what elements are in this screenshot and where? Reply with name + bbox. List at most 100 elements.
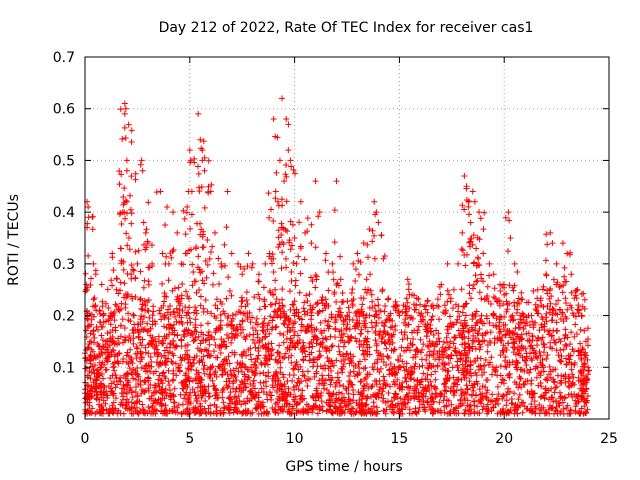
data-point <box>291 343 298 350</box>
data-point <box>255 410 262 417</box>
data-point <box>312 178 319 185</box>
data-point <box>150 389 157 396</box>
data-point <box>186 392 193 399</box>
data-point <box>187 225 194 232</box>
data-point <box>495 391 502 398</box>
data-point <box>520 380 527 387</box>
data-point <box>107 375 114 382</box>
data-point <box>192 392 199 399</box>
data-point <box>169 360 176 367</box>
data-point <box>146 408 153 415</box>
data-point <box>114 341 121 348</box>
data-point <box>122 215 129 222</box>
data-point <box>127 192 134 199</box>
data-point <box>538 383 545 390</box>
data-point <box>169 287 176 294</box>
data-point <box>261 296 268 303</box>
data-point <box>319 300 326 307</box>
data-point <box>325 372 332 379</box>
data-point <box>174 409 181 416</box>
data-point <box>385 390 392 397</box>
data-point <box>340 317 347 324</box>
data-point <box>122 405 129 412</box>
data-point <box>453 350 460 357</box>
data-point <box>293 309 300 316</box>
data-point <box>539 286 546 293</box>
data-point <box>418 318 425 325</box>
data-point <box>123 359 130 366</box>
data-point <box>440 397 447 404</box>
data-point <box>328 343 335 350</box>
data-point <box>338 331 345 338</box>
data-point <box>455 376 462 383</box>
data-point <box>554 327 561 334</box>
data-point <box>373 404 380 411</box>
data-point <box>327 367 334 374</box>
data-point <box>537 359 544 366</box>
data-point <box>255 271 262 278</box>
data-point <box>548 293 555 300</box>
data-point <box>244 366 251 373</box>
data-point <box>223 224 230 231</box>
data-point <box>485 408 492 415</box>
data-point <box>207 352 214 359</box>
data-point <box>262 360 269 367</box>
data-point <box>339 369 346 376</box>
data-point <box>323 301 330 308</box>
data-point <box>99 343 106 350</box>
data-point <box>197 302 204 309</box>
data-point <box>265 320 272 327</box>
data-point <box>130 375 137 382</box>
data-point <box>350 410 357 417</box>
data-point <box>107 329 114 336</box>
data-point <box>369 227 376 234</box>
data-point <box>184 384 191 391</box>
data-point <box>119 209 126 216</box>
data-point <box>146 314 153 321</box>
data-point <box>417 312 424 319</box>
data-point <box>329 260 336 267</box>
data-point <box>558 353 565 360</box>
data-point <box>207 248 214 255</box>
data-point <box>223 295 230 302</box>
data-point <box>284 400 291 407</box>
data-point <box>480 278 487 285</box>
data-point <box>322 257 329 264</box>
data-point <box>549 240 556 247</box>
data-point <box>213 325 220 332</box>
data-point <box>198 183 205 190</box>
data-point <box>125 310 132 317</box>
data-point <box>98 370 105 377</box>
data-point <box>443 387 450 394</box>
data-point <box>572 292 579 299</box>
data-point <box>568 271 575 278</box>
data-point <box>279 302 286 309</box>
data-point <box>302 353 309 360</box>
data-point <box>205 157 212 164</box>
data-point <box>243 333 250 340</box>
data-point <box>382 410 389 417</box>
data-point <box>489 391 496 398</box>
data-point <box>290 384 297 391</box>
data-point <box>250 377 257 384</box>
data-point <box>142 363 149 370</box>
data-point <box>559 289 566 296</box>
data-point <box>561 278 568 285</box>
data-point <box>188 211 195 218</box>
data-point <box>138 157 145 164</box>
data-point <box>420 370 427 377</box>
data-point <box>159 395 166 402</box>
data-point <box>365 254 372 261</box>
data-point <box>567 352 574 359</box>
data-point <box>355 271 362 278</box>
data-point <box>312 244 319 251</box>
data-point <box>469 311 476 318</box>
data-point <box>535 382 542 389</box>
data-point <box>290 259 297 266</box>
data-point <box>530 390 537 397</box>
data-point <box>336 305 343 312</box>
data-point <box>138 342 145 349</box>
data-point <box>204 366 211 373</box>
data-point <box>486 260 493 267</box>
data-point <box>488 354 495 361</box>
